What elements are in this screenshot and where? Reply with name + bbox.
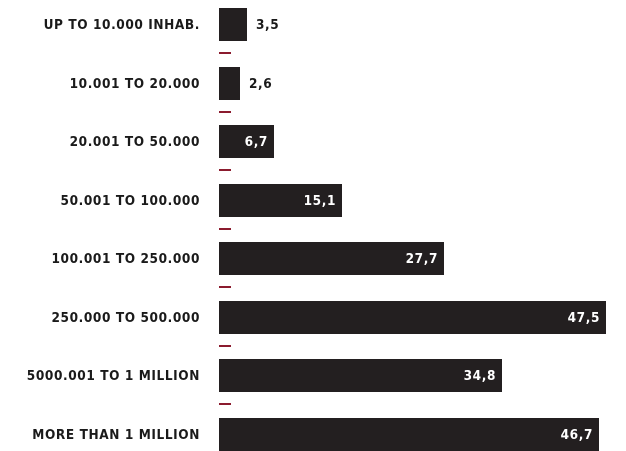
value-label: 2,6 <box>249 76 273 92</box>
category-label: MORE THAN 1 MILLION <box>32 427 200 443</box>
bar <box>219 184 342 217</box>
category-label: 20.001 TO 50.000 <box>69 134 200 150</box>
bar <box>219 359 502 392</box>
bar <box>219 301 606 334</box>
bar <box>219 8 247 41</box>
category-label: 250.000 TO 500.000 <box>51 310 200 326</box>
row-separator <box>219 52 231 54</box>
value-label: 27,7 <box>405 251 438 267</box>
value-label: 15,1 <box>303 193 336 209</box>
value-label: 46,7 <box>560 427 593 443</box>
row-separator <box>219 403 231 405</box>
category-label: 10.001 TO 20.000 <box>69 76 200 92</box>
category-label: UP TO 10.000 INHAB. <box>43 17 200 33</box>
row-separator <box>219 286 231 288</box>
value-label: 6,7 <box>244 134 268 150</box>
row-separator <box>219 111 231 113</box>
category-label: 100.001 TO 250.000 <box>51 251 200 267</box>
bar <box>219 125 274 158</box>
category-label: 5000.001 TO 1 MILLION <box>26 368 200 384</box>
value-label: 47,5 <box>567 310 600 326</box>
row-separator <box>219 228 231 230</box>
bar <box>219 418 599 451</box>
bar <box>219 242 444 275</box>
category-label: 50.001 TO 100.000 <box>60 193 200 209</box>
bar <box>219 67 240 100</box>
value-label: 3,5 <box>256 17 280 33</box>
row-separator <box>219 345 231 347</box>
row-separator <box>219 169 231 171</box>
value-label: 34,8 <box>463 368 496 384</box>
